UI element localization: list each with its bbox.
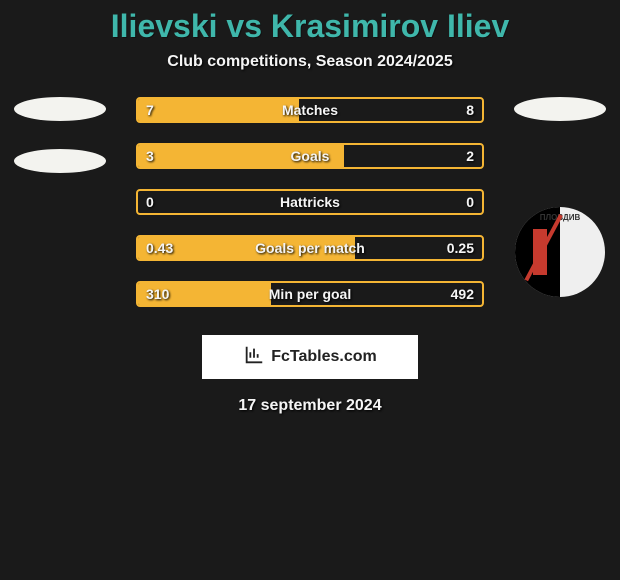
stat-right-value: 2 [466, 145, 474, 167]
stat-category: Goals [291, 145, 330, 167]
stat-left-value: 0 [146, 191, 154, 213]
stat-category: Hattricks [280, 191, 340, 213]
stat-row: 310 Min per goal 492 [136, 281, 484, 307]
stat-left-value: 0.43 [146, 237, 173, 259]
placeholder-ellipse [514, 97, 606, 121]
stat-right-value: 8 [466, 99, 474, 121]
stat-row: 7 Matches 8 [136, 97, 484, 123]
stat-left-value: 7 [146, 99, 154, 121]
stat-category: Goals per match [255, 237, 365, 259]
stat-bars: 7 Matches 8 3 Goals 2 0 Hattricks 0 0.43 Goals per… [136, 97, 484, 307]
left-team-badges [0, 97, 120, 201]
right-team-badges: ПЛОВДИВ [500, 97, 620, 297]
stat-row: 3 Goals 2 [136, 143, 484, 169]
stat-left-value: 310 [146, 283, 169, 305]
stat-category: Matches [282, 99, 338, 121]
chart-icon [243, 344, 265, 371]
stat-category: Min per goal [269, 283, 351, 305]
placeholder-ellipse [14, 97, 106, 121]
stat-left-value: 3 [146, 145, 154, 167]
stat-fill [138, 99, 299, 121]
stat-right-value: 492 [451, 283, 474, 305]
footer-badge: FcTables.com [202, 335, 418, 379]
footer-site: FcTables.com [271, 348, 377, 366]
team-crest: ПЛОВДИВ [515, 207, 605, 297]
stat-row: 0 Hattricks 0 [136, 189, 484, 215]
stat-right-value: 0 [466, 191, 474, 213]
page-title: Ilievski vs Krasimirov Iliev [0, 0, 620, 45]
footer-date: 17 september 2024 [0, 397, 620, 415]
stat-right-value: 0.25 [447, 237, 474, 259]
placeholder-ellipse [14, 149, 106, 173]
page-subtitle: Club competitions, Season 2024/2025 [0, 53, 620, 71]
comparison-content: ПЛОВДИВ 7 Matches 8 3 Goals 2 0 Hattricks 0 0.43 G… [0, 97, 620, 307]
stat-row: 0.43 Goals per match 0.25 [136, 235, 484, 261]
